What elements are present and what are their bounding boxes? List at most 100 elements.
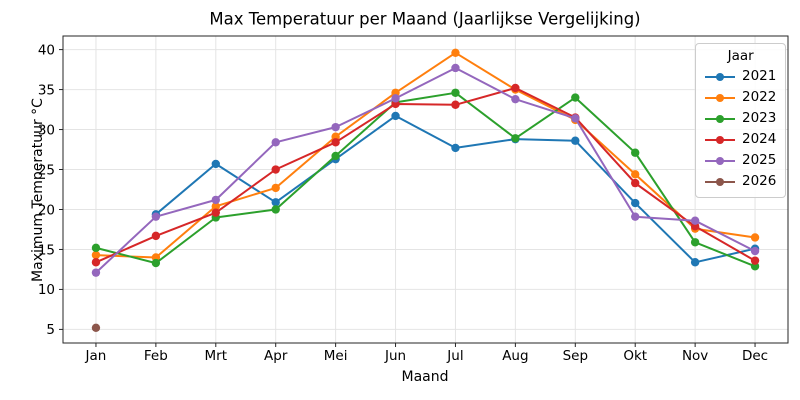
marker-2023-Jan: [91, 243, 101, 253]
marker-2025-Jun: [391, 94, 400, 103]
x-tick-label: Dec: [742, 348, 768, 364]
axes-border: [62, 35, 789, 344]
legend-line-sample: [705, 93, 735, 102]
marker-2024-Feb: [151, 231, 161, 241]
legend-marker-icon: [716, 93, 724, 102]
y-axis-label: Maximum Temperatuur °C: [30, 98, 46, 282]
x-tick-label: Mrt: [205, 348, 228, 364]
y-tick-label: 35: [38, 82, 55, 98]
legend-line-sample: [705, 156, 735, 165]
legend-line-sample: [705, 114, 735, 123]
marker-2023-Apr: [271, 205, 280, 214]
chart-title: Max Temperatuur per Maand (Jaarlijkse Ve…: [209, 9, 641, 29]
marker-2025-Feb: [151, 212, 161, 221]
x-tick-label: Jul: [446, 348, 463, 364]
series-line-2023: [95, 91, 756, 268]
x-tick-label: Mei: [324, 348, 348, 364]
marker-2025-Mrt: [211, 195, 220, 205]
marker-2023-Mei: [331, 151, 340, 161]
marker-2024-Dec: [750, 256, 760, 265]
marker-2024-Okt: [631, 178, 640, 188]
x-axis-label: Maand: [401, 369, 449, 385]
y-tick-label: 5: [46, 322, 55, 338]
legend-entry-2023: 2023: [705, 108, 776, 129]
marker-2024-Jul: [451, 100, 460, 109]
x-tick-label: Apr: [264, 348, 288, 364]
marker-2022-Jan: [91, 250, 101, 260]
x-tick-label: Sep: [563, 348, 588, 364]
marker-2024-Jan: [91, 258, 101, 267]
legend-entry-2024: 2024: [705, 129, 776, 150]
marker-2024-Aug: [511, 83, 520, 93]
legend-label: 2024: [742, 130, 777, 147]
legend-label: 2026: [742, 172, 777, 189]
marker-2025-Dec: [750, 246, 760, 256]
marker-2023-Feb: [151, 258, 161, 268]
marker-2022-Mrt: [211, 202, 220, 211]
x-tick-label: Jan: [85, 348, 107, 364]
legend-marker-icon: [716, 177, 724, 186]
legend-label: 2021: [742, 67, 777, 84]
marker-2025-Nov: [690, 216, 700, 225]
series-line-2025: [95, 67, 756, 274]
marker-2022-Dec: [750, 233, 760, 242]
legend-marker-icon: [716, 114, 724, 123]
legend-entry-2021: 2021: [705, 66, 776, 87]
x-tick-label: Jun: [384, 348, 406, 364]
y-tick-label: 25: [38, 162, 55, 178]
marker-2025-Aug: [511, 94, 520, 104]
x-tick-label: Nov: [682, 348, 708, 364]
x-tick-label: Feb: [144, 348, 168, 364]
marker-2023-Sep: [571, 93, 580, 102]
marker-2021-Nov: [690, 258, 700, 267]
marker-2021-Okt: [631, 198, 640, 208]
series-line-2024: [95, 87, 756, 264]
marker-2021-Jun: [391, 111, 400, 121]
legend-marker-icon: [716, 72, 724, 81]
marker-2024-Mrt: [211, 208, 220, 217]
legend-line-sample: [705, 177, 735, 186]
marker-2024-Mei: [331, 138, 340, 147]
legend: Jaar 2021 2022 2023 2024 2025 2026: [695, 43, 787, 198]
marker-2022-Okt: [631, 170, 640, 179]
marker-2021-Mrt: [211, 159, 220, 169]
x-tick-label: Aug: [502, 348, 528, 364]
marker-2025-Okt: [631, 212, 640, 221]
legend-label: 2022: [742, 88, 777, 105]
legend-label: 2023: [742, 109, 777, 126]
x-tick-label: Okt: [623, 348, 647, 364]
legend-marker-icon: [716, 156, 724, 165]
y-tick-label: 30: [38, 122, 55, 138]
marker-2023-Nov: [690, 238, 700, 247]
marker-2025-Jan: [91, 268, 101, 277]
y-tick-label: 20: [38, 202, 55, 218]
marker-2025-Apr: [271, 138, 280, 147]
marker-2021-Jul: [451, 143, 460, 153]
legend-entry-2025: 2025: [705, 150, 776, 171]
marker-2021-Sep: [571, 136, 580, 145]
y-tick-label: 40: [38, 42, 55, 58]
marker-2025-Sep: [571, 114, 580, 123]
marker-2022-Jul: [451, 48, 460, 57]
legend-entries: 2021 2022 2023 2024 2025 2026: [705, 66, 776, 192]
marker-2024-Apr: [271, 165, 280, 174]
y-tick-label: 10: [38, 282, 55, 298]
marker-2022-Apr: [271, 183, 280, 193]
legend-entry-2022: 2022: [705, 87, 776, 108]
marker-2025-Jul: [451, 63, 460, 73]
marker-2023-Jul: [451, 88, 460, 97]
y-tick-label: 15: [38, 242, 55, 258]
legend-entry-2026: 2026: [705, 171, 776, 192]
legend-marker-icon: [716, 135, 724, 144]
legend-title: Jaar: [727, 48, 754, 64]
legend-line-sample: [705, 135, 735, 144]
marker-2025-Mei: [331, 122, 340, 132]
series-line-2022: [95, 51, 756, 259]
marker-2021-Apr: [271, 198, 280, 207]
marker-2023-Aug: [511, 134, 520, 143]
legend-label: 2025: [742, 151, 777, 168]
marker-2023-Okt: [631, 148, 640, 157]
legend-line-sample: [705, 72, 735, 81]
